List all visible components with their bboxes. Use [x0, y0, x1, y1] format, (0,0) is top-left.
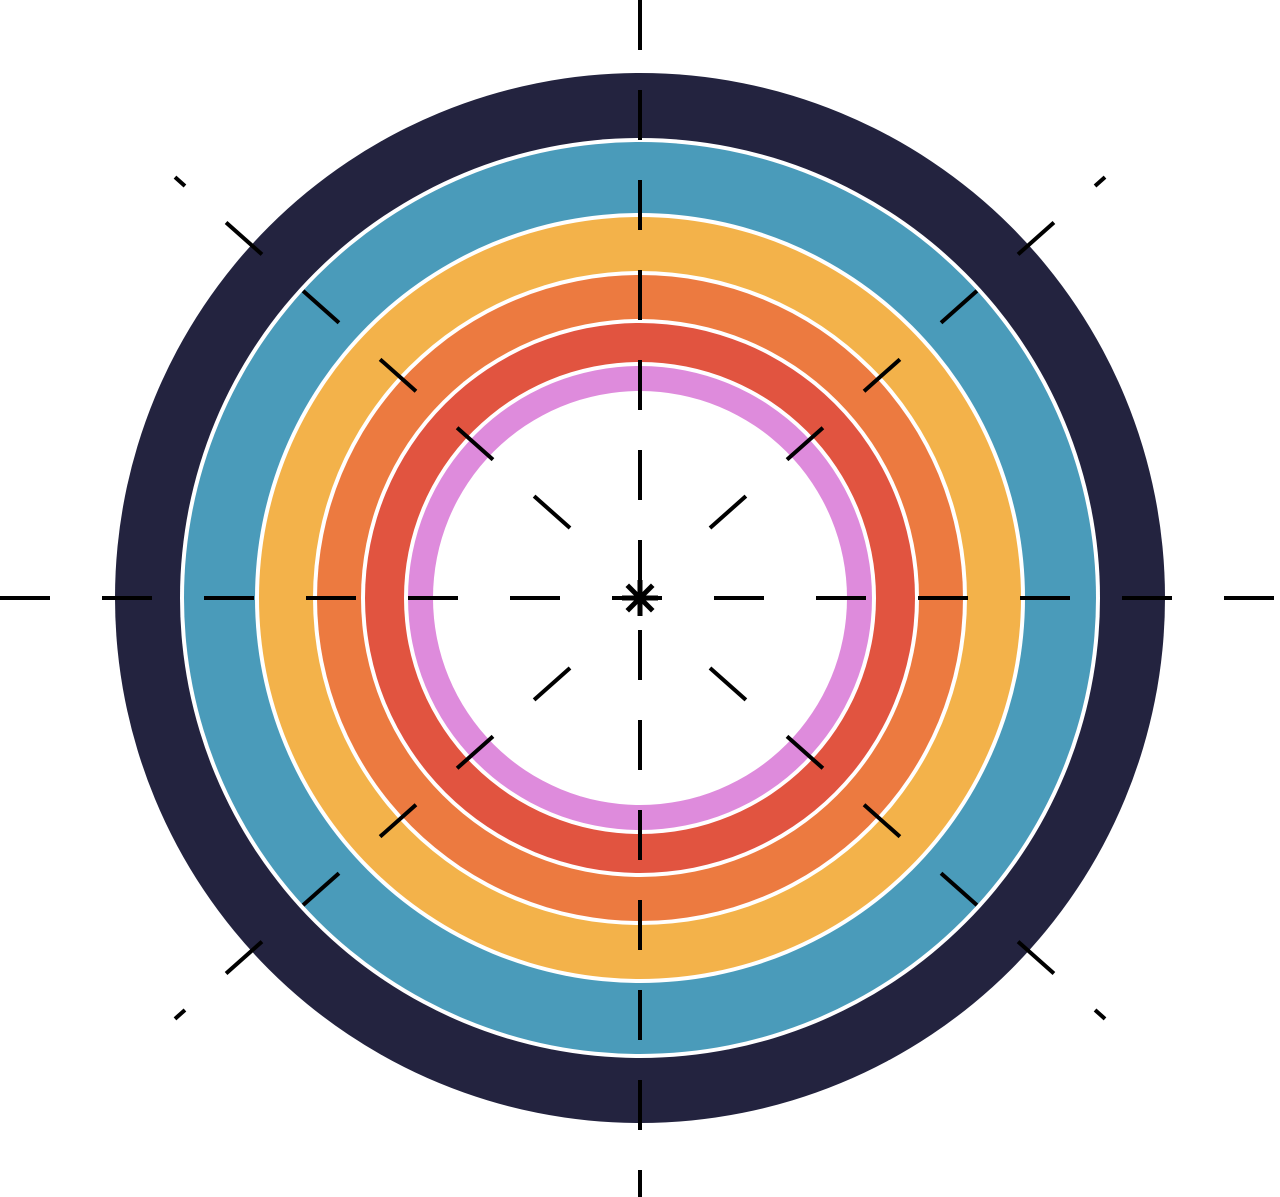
crosshair-diagonal-ne-line: [708, 175, 1107, 530]
center-asterisk-arm: [625, 583, 655, 613]
crosshair-diagonal-se-line: [708, 666, 1107, 1021]
crosshair-diagonal-nw-line: [173, 175, 572, 530]
center-asterisk-icon: [622, 580, 658, 616]
crosshair-diagonal-sw-line: [173, 666, 572, 1021]
